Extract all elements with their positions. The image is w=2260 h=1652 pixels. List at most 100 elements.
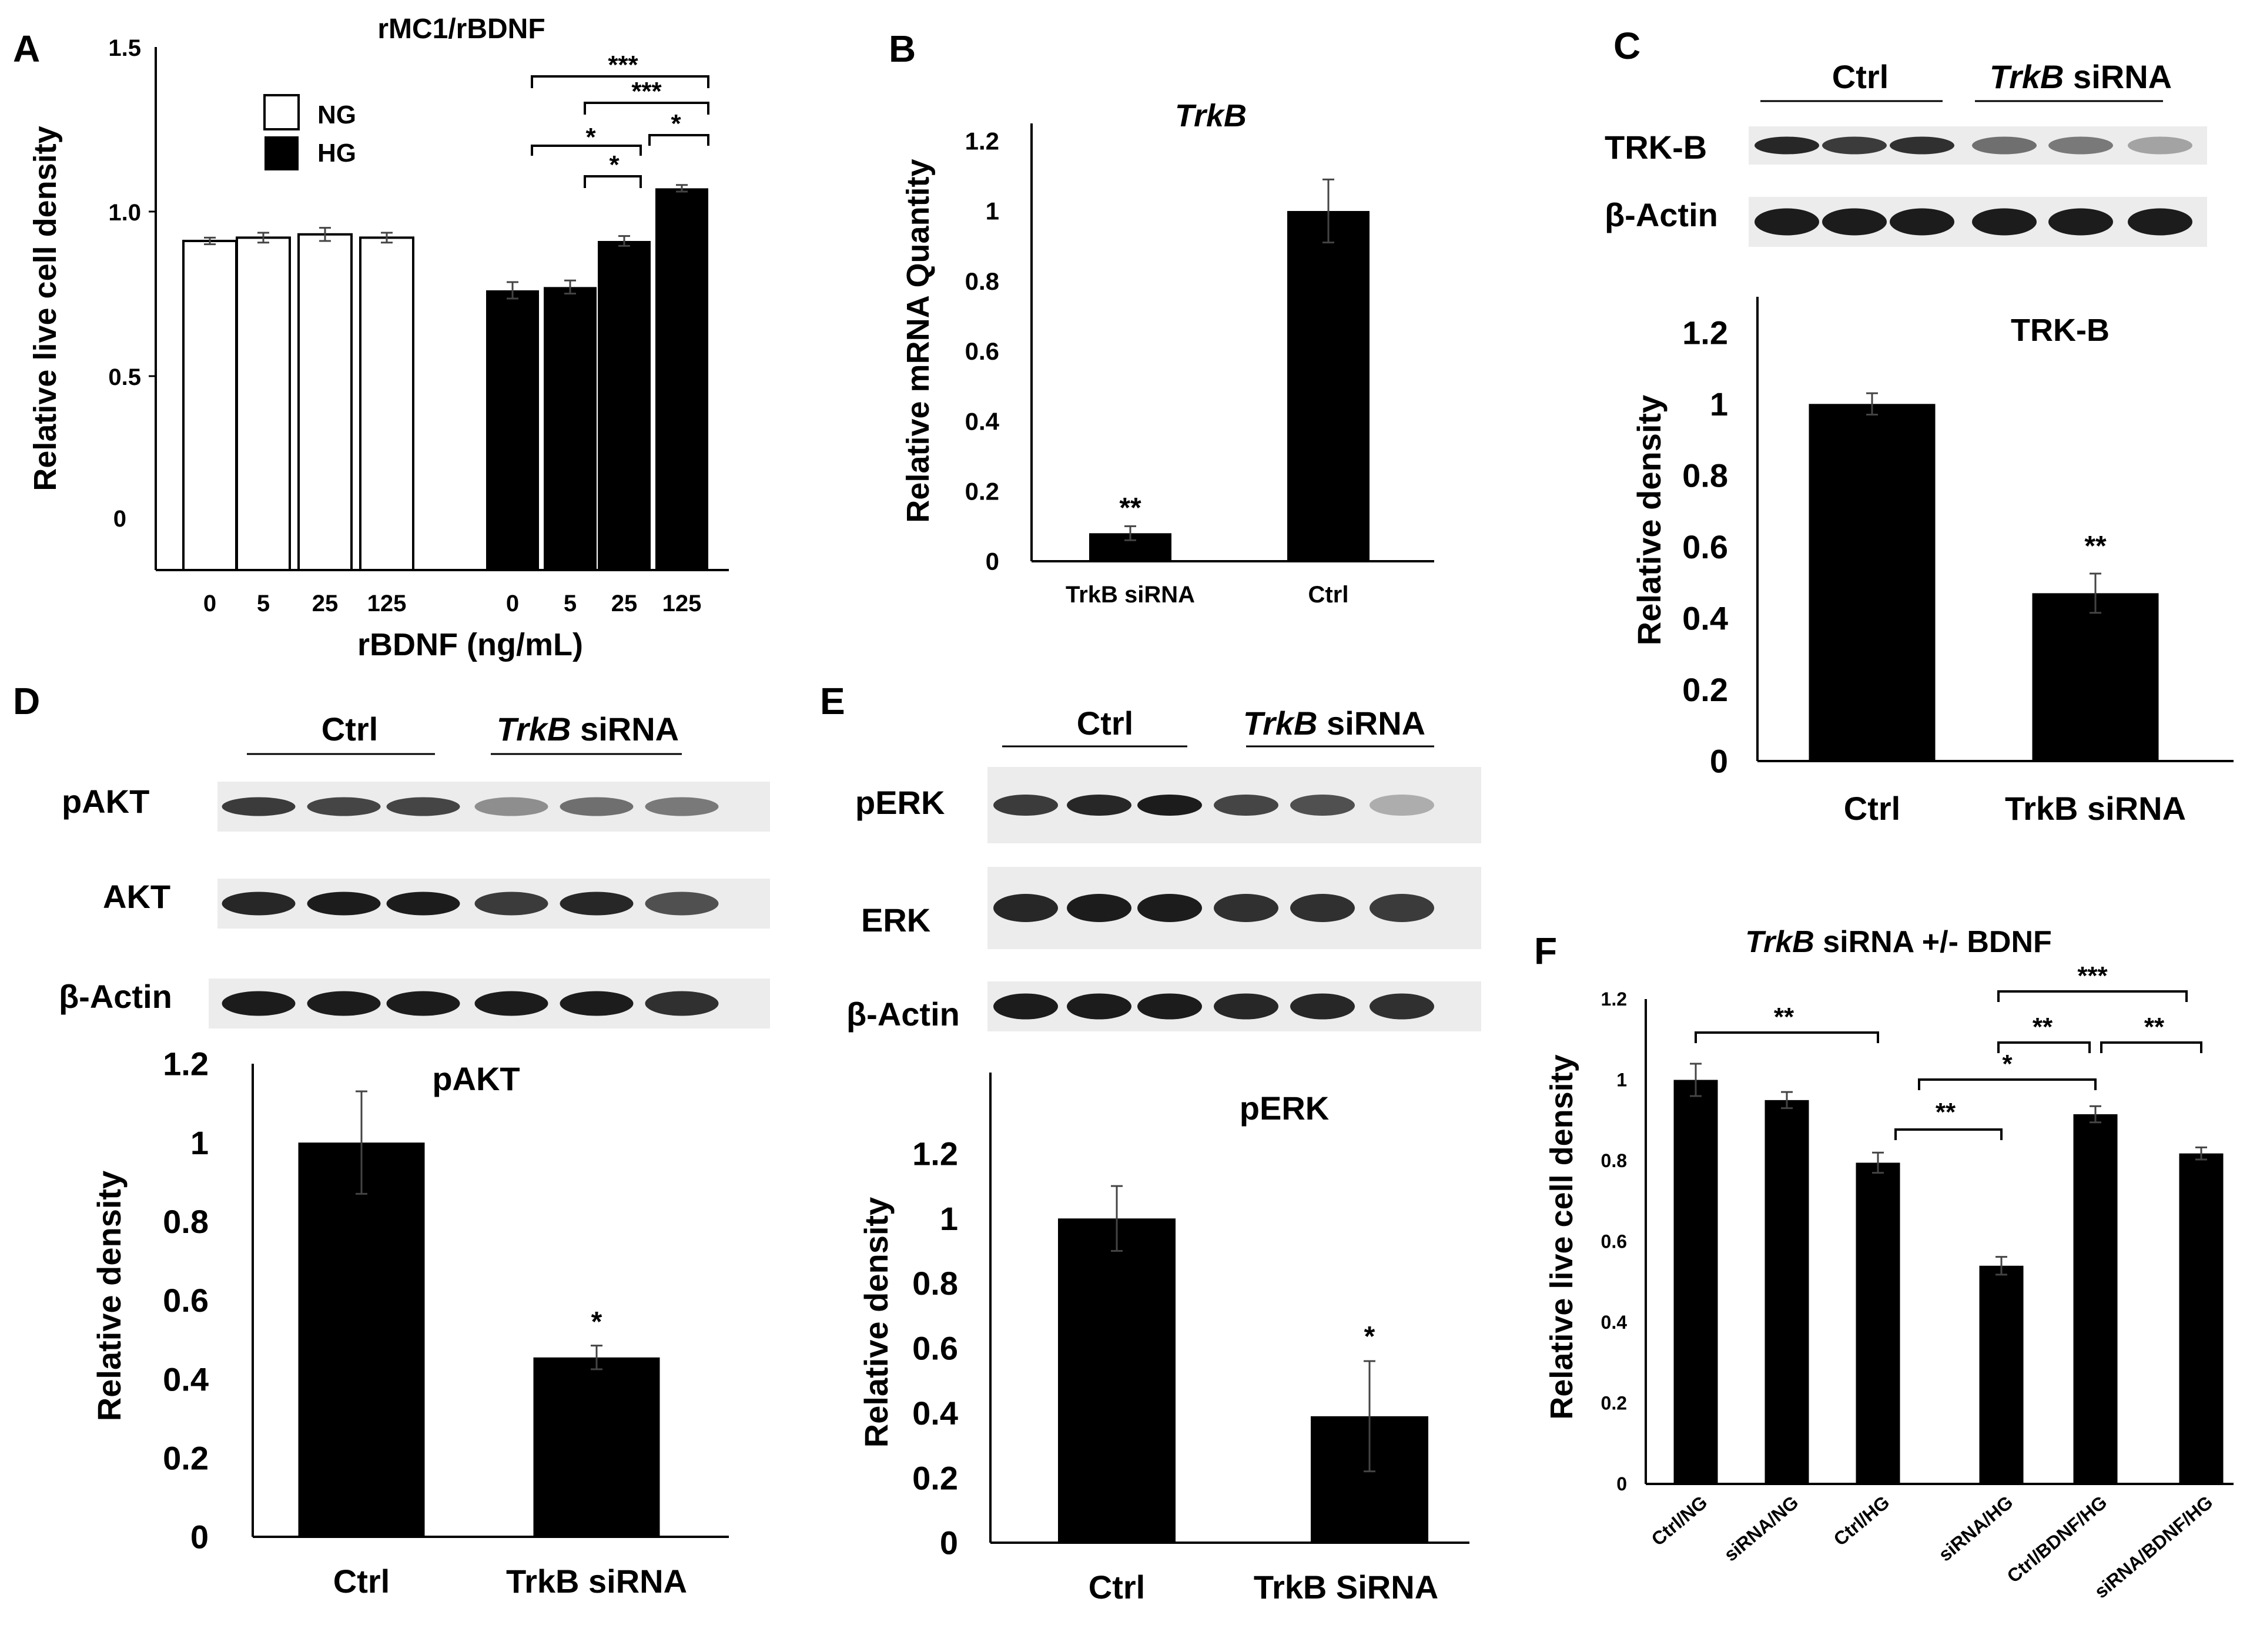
chart-b-ytick-label: 0.4 — [965, 407, 1000, 435]
blot-d-band — [222, 797, 296, 816]
blot-panel-e: Ctrl TrkB siRNA pERK ERK β-Actin — [846, 705, 1481, 1033]
chart-a-ytick-label: 0 — [113, 506, 126, 532]
blot-d-band — [560, 991, 634, 1016]
chart-f-sig-label: *** — [2077, 961, 2108, 990]
chart-d-ytick-label: 0.4 — [163, 1361, 209, 1398]
chart-f-sig-bracket — [1997, 1041, 2091, 1053]
chart-a-ng-error-bar — [204, 236, 216, 246]
chart-b-ytick-label: 0 — [986, 548, 999, 575]
blot-e-band — [1370, 795, 1434, 816]
chart-panel-e: pERK Relative density 00.20.40.60.811.2 … — [858, 1073, 1469, 1606]
chart-c-ytick-label: 0.2 — [1682, 671, 1728, 708]
blot-c-band — [2048, 208, 2113, 236]
blot-d-band — [307, 892, 381, 916]
chart-d-ytick-label: 0.8 — [163, 1203, 209, 1240]
blot-c-band — [2128, 136, 2192, 155]
chart-f-y-axis-title: Relative live cell density — [1544, 1054, 1579, 1419]
panel-label-f: F — [1534, 930, 1557, 972]
chart-a-xtick-label: 25 — [312, 591, 339, 616]
chart-e-error-bar — [1364, 1360, 1375, 1473]
chart-c-ytick-label: 0.4 — [1682, 600, 1728, 637]
chart-a-sig-label: * — [671, 109, 681, 138]
chart-e-ytick-label: 1 — [940, 1200, 958, 1237]
chart-b-error-bar — [1124, 525, 1136, 541]
blot-e-band — [1137, 795, 1202, 816]
blot-e-group-label: Ctrl — [1077, 705, 1133, 742]
blot-e-band — [1214, 894, 1278, 922]
chart-panel-c: TRK-B Relative density 0 0.2 0.4 0.6 0.8 1 1.2… — [1630, 297, 2234, 827]
blot-e-band — [1067, 894, 1131, 922]
chart-b-ytick-label: 1.2 — [965, 128, 999, 155]
chart-a-sig-label: *** — [631, 77, 662, 106]
panel-label-c: C — [1613, 25, 1640, 67]
blot-e-row-label: ERK — [861, 902, 930, 939]
blot-c-band — [1822, 208, 1887, 236]
chart-f-xtick-label: siRNA/HG — [1934, 1492, 2017, 1566]
panel-label-b: B — [889, 28, 916, 70]
chart-b-bar — [1287, 211, 1370, 561]
chart-c-bar — [1809, 404, 1936, 761]
chart-e-ytick-label: 0.4 — [912, 1395, 958, 1432]
blot-e-band — [993, 894, 1058, 922]
chart-f-error-bar — [2090, 1105, 2101, 1124]
chart-f-error-bar — [1872, 1151, 1884, 1174]
chart-a-ng-bar — [182, 240, 237, 571]
chart-a-xtick-label: 0 — [203, 591, 216, 616]
chart-e-ytick-label: 1.2 — [912, 1135, 958, 1172]
chart-a-ng-error-bar — [319, 227, 331, 242]
chart-c-ytick-label: 0 — [1710, 743, 1728, 780]
chart-e-bar — [1058, 1218, 1176, 1543]
blot-d-band — [474, 991, 548, 1016]
blot-e-band — [1214, 993, 1278, 1020]
chart-d-xtick-label: Ctrl — [333, 1563, 390, 1600]
chart-c-xtick-label: TrkB siRNA — [2005, 790, 2186, 827]
chart-c-ytick-label: 1 — [1710, 386, 1728, 423]
chart-e-ytick-label: 0.6 — [912, 1330, 958, 1367]
chart-a-xtick-label: 125 — [662, 591, 702, 616]
blot-c-band — [2128, 208, 2192, 236]
blot-e-band — [1137, 894, 1202, 922]
chart-panel-b: TrkB Relative mRNA Quantity 0 0.2 0.4 0.6 0.… — [900, 98, 1434, 608]
blot-d-band — [474, 797, 548, 816]
chart-f-bar — [1979, 1265, 2024, 1484]
blot-d-band — [386, 991, 460, 1016]
blot-e-band — [1370, 894, 1434, 922]
chart-e-title: pERK — [1240, 1090, 1329, 1127]
blot-e-row-label: β-Actin — [846, 996, 960, 1033]
chart-a-x-axis-title: rBDNF (ng/mL) — [357, 627, 583, 662]
chart-f-sig-label: ** — [2033, 1013, 2053, 1041]
blot-c-band — [1972, 136, 2037, 155]
blot-d-group-label: TrkB siRNA — [497, 711, 679, 748]
blot-e-band — [993, 993, 1058, 1020]
chart-f-ytick-label: 0.2 — [1601, 1393, 1627, 1414]
blot-e-band — [1290, 894, 1355, 922]
chart-b-ytick-label: 0.6 — [965, 337, 999, 365]
chart-f-ytick-label: 1 — [1616, 1070, 1627, 1091]
chart-f-error-bar — [2195, 1146, 2207, 1161]
chart-a-ytick-label: 1.0 — [108, 200, 141, 226]
chart-b-ytick-label: 0.2 — [965, 478, 999, 505]
chart-e-ytick-label: 0 — [940, 1524, 958, 1561]
blot-c-band — [1755, 136, 1819, 155]
blot-d-band — [307, 797, 381, 816]
chart-panel-d: pAKT Relative density 00.20.40.60.811.2 … — [91, 1046, 729, 1600]
blot-c-band — [1755, 208, 1819, 236]
chart-f-ytick-label: 0 — [1616, 1473, 1627, 1494]
blot-c-band — [1972, 208, 2037, 236]
chart-f-sig-bracket — [1918, 1078, 2097, 1090]
chart-a-hg-error-bar — [507, 281, 518, 300]
panel-label-d: D — [13, 680, 40, 722]
chart-c-title: TRK-B — [2011, 313, 2110, 348]
blot-e-band — [1067, 795, 1131, 816]
chart-f-xtick-label: Ctrl/NG — [1648, 1492, 1712, 1550]
blot-panel-d: Ctrl TrkB siRNA pAKT AKT β-Actin — [59, 711, 770, 1028]
chart-e-ytick-label: 0.2 — [912, 1459, 958, 1496]
chart-a-title: rMC1/rBDNF — [377, 14, 545, 45]
chart-a-sig-label: * — [609, 150, 620, 179]
chart-a-xtick-label: 5 — [564, 591, 577, 616]
chart-c-y-axis-title: Relative density — [1630, 395, 1668, 645]
chart-e-ytick-label: 0.8 — [912, 1265, 958, 1302]
chart-e-y-axis-title: Relative density — [858, 1197, 895, 1447]
chart-a-hg-bar — [544, 287, 597, 570]
